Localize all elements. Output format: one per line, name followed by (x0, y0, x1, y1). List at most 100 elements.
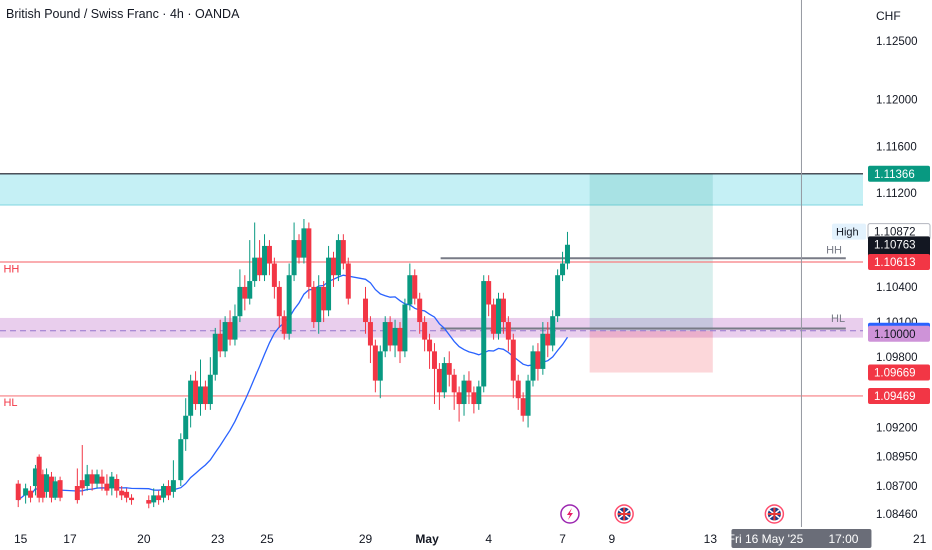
price-label: 1.10872 High (832, 223, 931, 241)
candle-body (146, 500, 152, 504)
price-label-box (868, 325, 930, 342)
candle (500, 292, 506, 334)
candle (197, 359, 203, 416)
candle (505, 316, 511, 352)
candle-body (89, 474, 95, 484)
candle-body (481, 281, 487, 387)
candle (446, 351, 452, 387)
candle-body (114, 478, 120, 491)
candle (535, 343, 541, 381)
candle-body (471, 392, 477, 405)
candle-body (84, 474, 90, 487)
candle-body (491, 304, 497, 334)
candle (491, 298, 497, 340)
time-tick-label: 29 (359, 532, 373, 546)
time-tick-label: May (415, 532, 439, 546)
candle (392, 319, 398, 358)
candle-body (252, 257, 258, 282)
candle-body (286, 275, 292, 334)
level-annotation: HH (3, 263, 19, 275)
candle-body (417, 298, 423, 323)
candle-body (392, 327, 398, 346)
candle (451, 368, 457, 410)
price-tick-label: 1.08700 (876, 481, 918, 493)
price-tick-label: 1.08460 (876, 509, 918, 521)
candle (74, 468, 80, 504)
candle (564, 231, 570, 270)
time-tick-label: 15 (14, 532, 28, 546)
time-tick-label: 7 (559, 532, 566, 546)
price-tick-label: 1.11600 (876, 141, 917, 153)
candle-body (456, 392, 462, 405)
uk-flag-icon (764, 504, 785, 524)
candle-body (446, 363, 452, 375)
candle (520, 392, 526, 422)
candle (367, 316, 373, 364)
candle (104, 474, 110, 496)
time-tick-label: 9 (608, 532, 615, 546)
candle-body (156, 495, 162, 501)
candle-body (276, 286, 282, 317)
axis-currency-label: CHF (876, 9, 901, 23)
price-label: 1.10613 (868, 253, 930, 270)
candle-body (510, 339, 516, 381)
uk-flag-icon (614, 504, 634, 524)
candle (486, 275, 492, 317)
candle-body (530, 351, 536, 381)
flash-icon (560, 504, 580, 524)
candle (330, 251, 336, 287)
candle (471, 386, 477, 414)
price-label-text: 1.09469 (874, 391, 916, 403)
event-icons-layer (560, 504, 785, 524)
candle-body (535, 351, 541, 369)
candle-body (500, 298, 506, 323)
trade-box-layer (589, 173, 713, 373)
candle-body (197, 386, 203, 405)
price-label-box (868, 387, 930, 404)
candle-body (306, 228, 312, 287)
candle (94, 469, 100, 489)
level-annotation: HL (3, 397, 17, 409)
candle (28, 486, 34, 503)
candle (397, 322, 403, 364)
candle-body (345, 263, 351, 299)
candle-body (316, 286, 322, 323)
cursor-date-box (731, 529, 872, 548)
price-label-text: 1.09669 (874, 368, 916, 380)
candle (247, 240, 253, 305)
candle (441, 357, 447, 399)
candle (44, 468, 50, 498)
trade-target-area (589, 173, 713, 331)
candle-body (540, 333, 546, 369)
candle (271, 257, 277, 299)
levels-layer (0, 0, 863, 527)
candle-body (402, 304, 408, 352)
trade-stop-area (589, 330, 713, 373)
candle-body (466, 380, 472, 393)
price-tick-label: 1.11200 (876, 188, 917, 200)
candle (242, 275, 248, 311)
price-tick-label: 1.10400 (876, 282, 918, 294)
candle (202, 380, 208, 410)
candle-body (363, 298, 369, 323)
candle (530, 345, 536, 387)
candle-body (104, 483, 110, 491)
price-tick-label: 1.09200 (876, 422, 918, 434)
candle-body (262, 245, 268, 276)
candle (146, 495, 152, 509)
candle-body (505, 322, 511, 340)
candle (340, 234, 346, 270)
candle (193, 371, 199, 410)
cursor-date-text: Fri 16 May '25 (728, 532, 804, 546)
candle (165, 480, 171, 501)
candle-body (57, 480, 63, 498)
candle-body (23, 488, 29, 496)
candle-body (161, 486, 167, 498)
candle-body (545, 333, 551, 346)
price-tick-label: 1.12500 (876, 36, 918, 48)
level-annotation: HL (831, 313, 845, 325)
price-tag-box (832, 223, 866, 240)
candle (178, 433, 184, 487)
candle-body (436, 368, 442, 393)
